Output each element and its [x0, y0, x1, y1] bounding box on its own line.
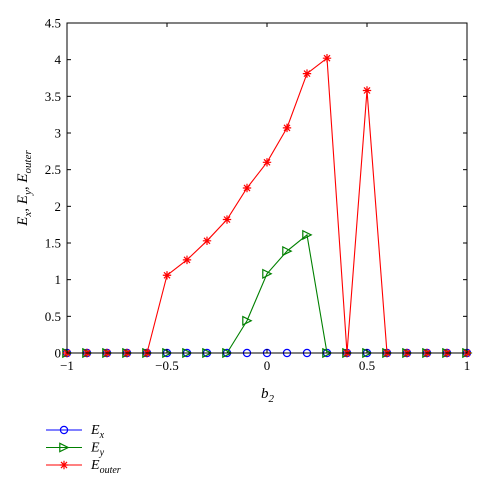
data-point [242, 315, 253, 326]
y-tick-label: 0.5 [45, 309, 61, 324]
x-tick-label: 1 [464, 358, 471, 373]
y-tick-label: 2 [55, 199, 62, 214]
legend-label: Ey [90, 441, 105, 459]
data-point [282, 245, 293, 257]
y-tick-label: 0 [55, 346, 62, 361]
y-tick-label: 4 [55, 52, 62, 67]
legend-label: Ex [90, 423, 105, 441]
legend-marker [59, 425, 69, 435]
data-point [322, 54, 332, 63]
data-point [242, 183, 252, 193]
legend-marker [59, 460, 69, 470]
legend-entry-outer: Eouter [46, 458, 121, 476]
y-axis-label: Ex, Ey, Eouter [15, 150, 34, 227]
legend-entry-y: Ey [46, 441, 105, 459]
axes: −1 −0.5 0 0.5 1 0 0.5 1 1.5 2 2.5 3 3.5 4 4.5 b2 Ex, Ey,… [15, 16, 470, 406]
y-tick-label: 1 [55, 272, 62, 287]
x-tick-label: −1 [60, 358, 74, 373]
legend-marker [59, 442, 70, 453]
y-tick-label: 3 [55, 126, 62, 141]
data-point [282, 123, 292, 133]
y-tick-label: 3.5 [45, 89, 61, 104]
data-point [202, 236, 212, 245]
y-tick-label: 2.5 [45, 162, 61, 177]
series-y [62, 229, 473, 359]
data-point [262, 268, 273, 279]
y-tick-label: 1.5 [45, 236, 61, 251]
legend-label: Eouter [90, 458, 121, 476]
y-tick-label: 4.5 [45, 16, 61, 31]
data-point [262, 158, 272, 167]
series-line [67, 233, 467, 354]
series-outer [62, 54, 472, 358]
data-point [222, 215, 232, 224]
x-tick-label: 0 [264, 358, 271, 373]
data-point [302, 229, 313, 241]
data-point [182, 255, 192, 265]
x-tick-label: −0.5 [155, 358, 179, 373]
series-line [67, 57, 467, 354]
legend-entry-x: Ex [46, 423, 105, 441]
data-point [362, 86, 372, 95]
x-tick-label: 0.5 [359, 358, 375, 373]
data-point [302, 69, 312, 78]
x-axis-label: b2 [261, 386, 275, 405]
axes-box [66, 22, 468, 354]
plot-area [62, 54, 473, 359]
data-point [162, 271, 172, 280]
